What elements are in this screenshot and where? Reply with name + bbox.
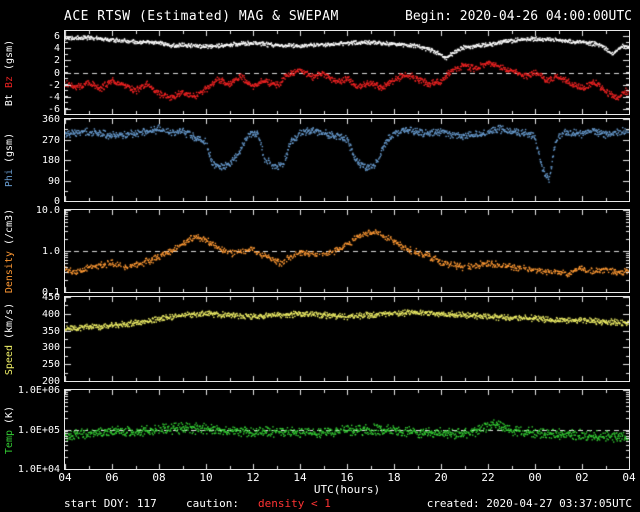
y-tick-label: 1.0E+04 bbox=[17, 464, 60, 475]
y-tick-label: 4 bbox=[53, 43, 60, 55]
y-tick-label: 200 bbox=[41, 376, 60, 387]
y-tick-label: -2 bbox=[47, 79, 60, 91]
footer-start-doy: start DOY: 117 bbox=[64, 497, 157, 510]
y-tick-label: 0 bbox=[53, 67, 60, 79]
temp-axis-label: Temp (K) bbox=[4, 330, 18, 512]
x-tick-label: 16 bbox=[340, 471, 354, 484]
mag-canvas bbox=[65, 31, 629, 114]
x-tick-label: 14 bbox=[293, 471, 307, 484]
x-tick-label: 12 bbox=[246, 471, 260, 484]
footer-created: created: 2020-04-27 03:37:05UTC bbox=[426, 497, 632, 510]
y-tick-label: -6 bbox=[47, 103, 60, 115]
y-tick-label: 350 bbox=[41, 325, 60, 337]
x-tick-label: 02 bbox=[575, 471, 589, 484]
panel-mag bbox=[64, 30, 630, 115]
x-tick-label: 00 bbox=[528, 471, 542, 484]
speed-canvas bbox=[65, 297, 629, 381]
y-tick-label: 270 bbox=[41, 134, 60, 146]
x-tick-label: 10 bbox=[199, 471, 213, 484]
x-tick-label: 22 bbox=[481, 471, 495, 484]
y-tick-label: 450 bbox=[41, 292, 60, 303]
x-tick-label: 18 bbox=[387, 471, 401, 484]
y-tick-label: 250 bbox=[41, 359, 60, 371]
y-tick-label: 1.0E+06 bbox=[17, 385, 60, 396]
y-tick-label: 0 bbox=[53, 196, 60, 207]
panel-density bbox=[64, 209, 630, 293]
y-tick-label: 2 bbox=[53, 55, 60, 67]
plot-title: ACE RTSW (Estimated) MAG & SWEPAM bbox=[64, 9, 339, 24]
y-tick-label: 90 bbox=[47, 175, 60, 187]
y-tick-label: 1.0 bbox=[41, 246, 60, 257]
y-tick-label: 360 bbox=[41, 114, 60, 125]
panel-temp bbox=[64, 389, 630, 470]
y-tick-label: 180 bbox=[41, 155, 60, 166]
x-tick-label: 08 bbox=[152, 471, 166, 484]
x-tick-label: 04 bbox=[622, 471, 636, 484]
density-canvas bbox=[65, 210, 629, 292]
y-tick-label: 1.0E+05 bbox=[17, 424, 60, 436]
temp-axis-label-part: (K) bbox=[4, 405, 15, 430]
x-axis-title: UTC(hours) bbox=[313, 483, 381, 496]
temp-canvas bbox=[65, 390, 629, 469]
temp-axis-label-part: Temp bbox=[4, 429, 15, 454]
phi-canvas bbox=[65, 119, 629, 201]
y-tick-label: 300 bbox=[41, 342, 60, 354]
x-tick-label: 20 bbox=[434, 471, 448, 484]
y-tick-label: 0.1 bbox=[41, 287, 60, 298]
footer-caution-value: density < 1 bbox=[258, 497, 331, 510]
y-tick-label: 10.0 bbox=[35, 205, 60, 216]
footer-caution-label: caution: bbox=[186, 497, 239, 510]
y-tick-label: 6 bbox=[53, 31, 60, 43]
y-tick-label: -4 bbox=[47, 91, 60, 103]
y-tick-label: 400 bbox=[41, 308, 60, 320]
panel-phi bbox=[64, 118, 630, 202]
begin-timestamp: Begin: 2020-04-26 04:00:00UTC bbox=[405, 9, 632, 24]
x-tick-label: 04 bbox=[58, 471, 72, 484]
x-tick-label: 06 bbox=[105, 471, 119, 484]
panel-speed bbox=[64, 296, 630, 382]
